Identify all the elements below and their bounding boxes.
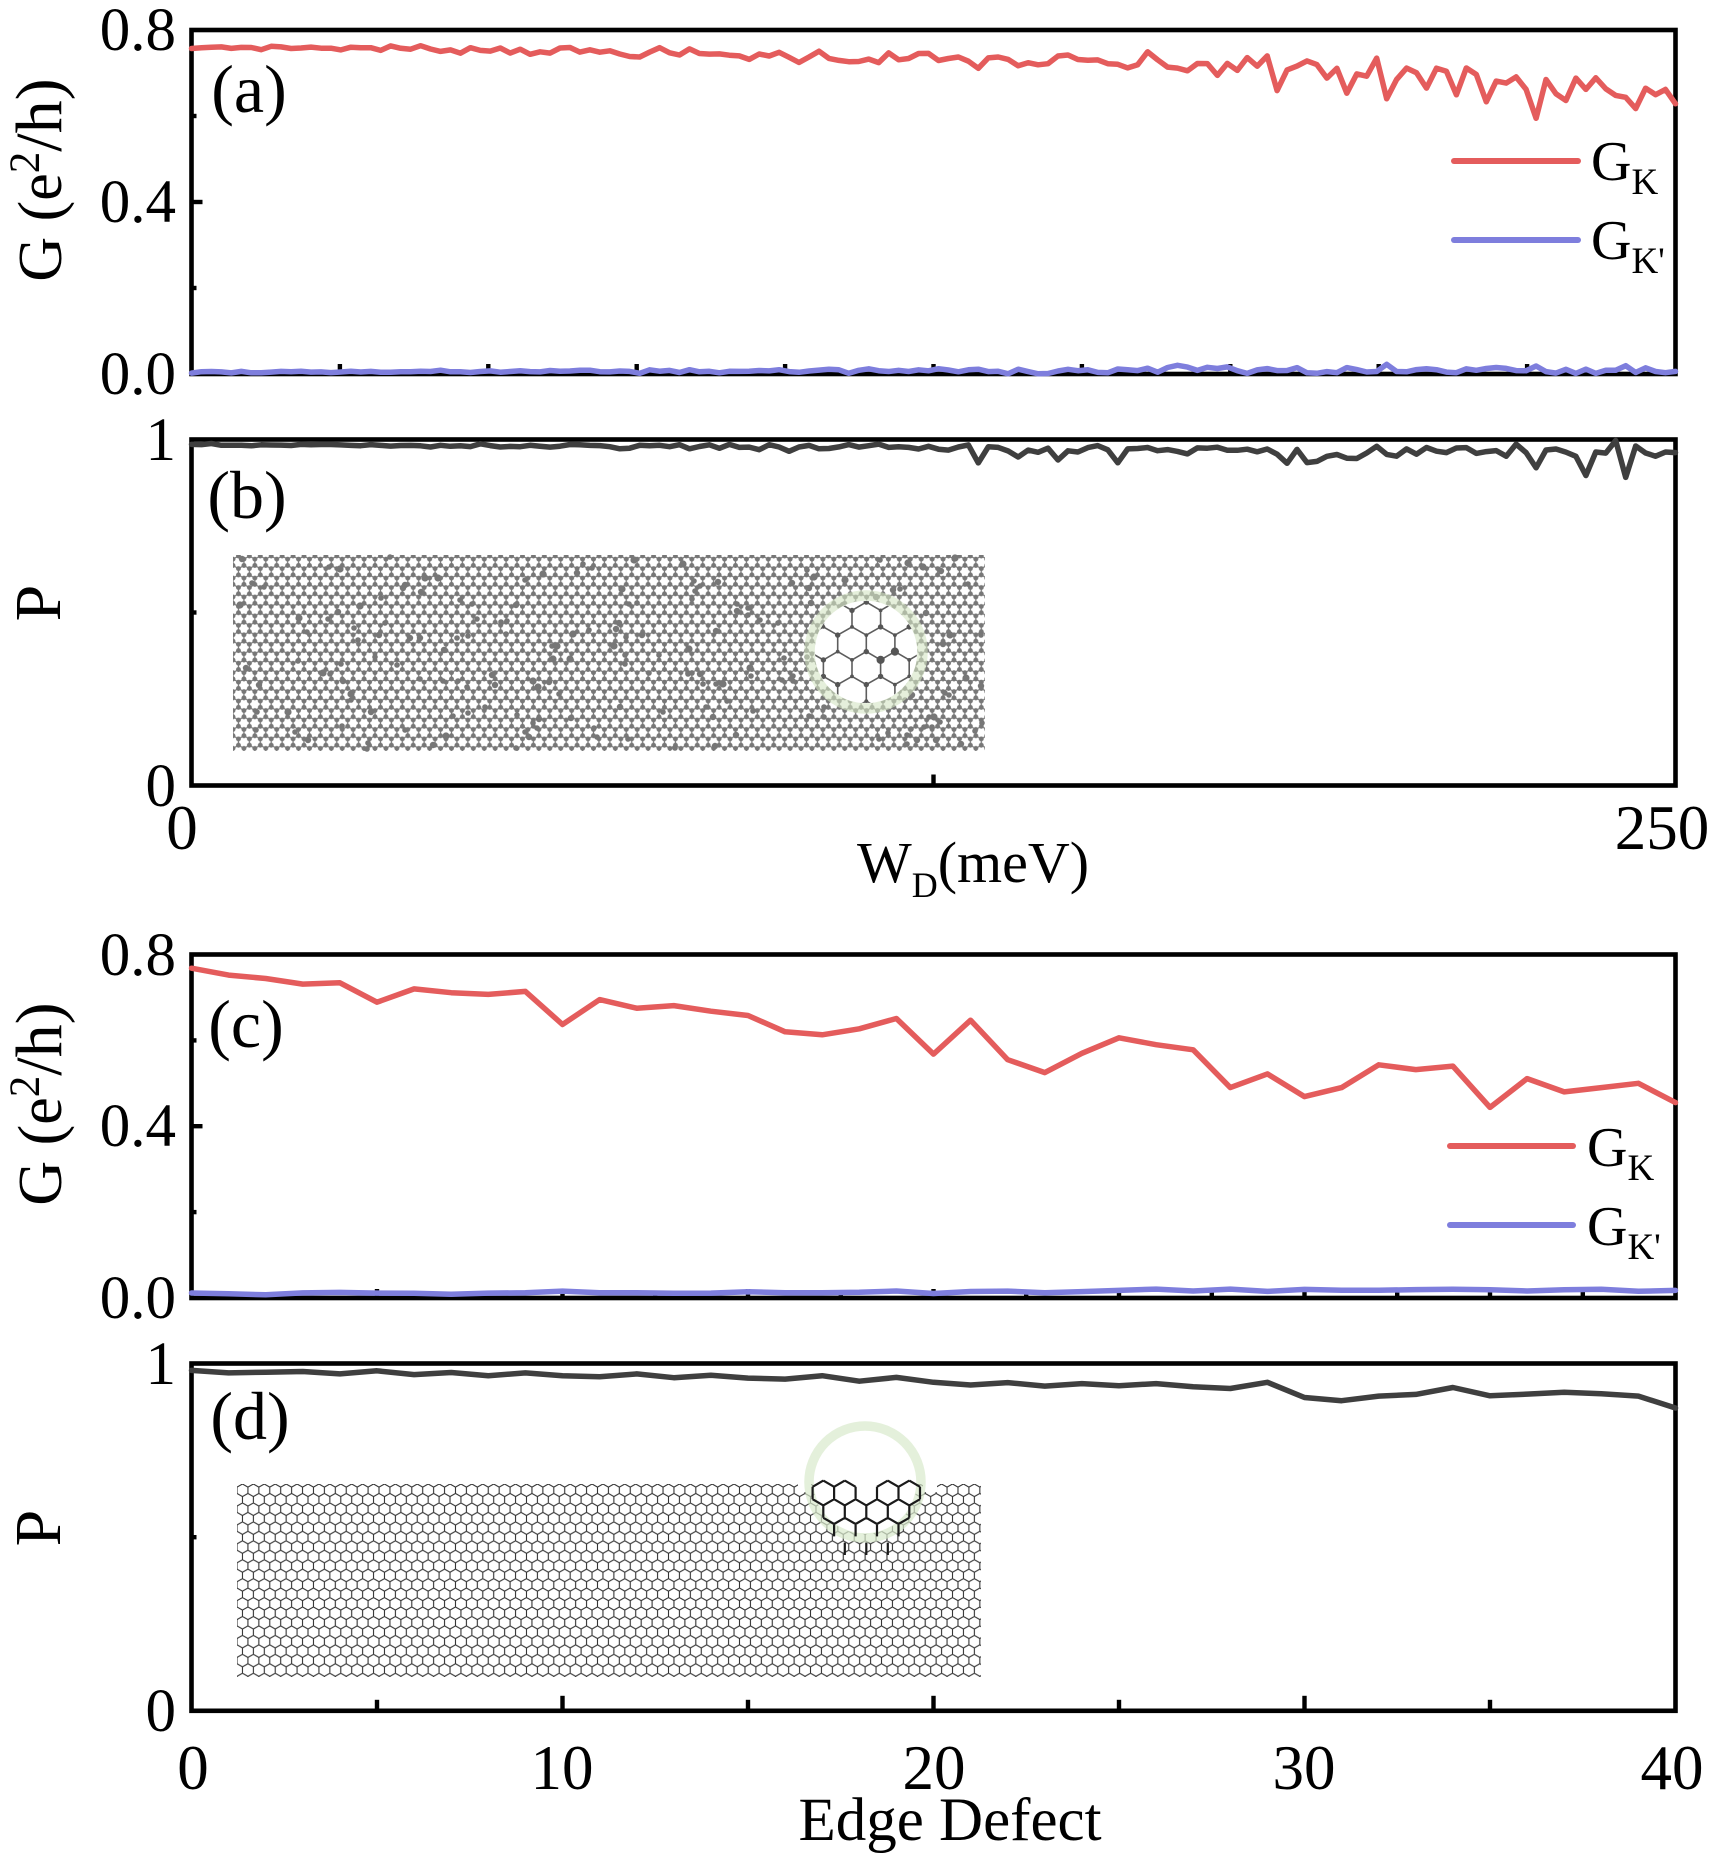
svg-text:0: 0 xyxy=(146,1678,177,1745)
svg-text:1: 1 xyxy=(146,407,177,474)
svg-text:40: 40 xyxy=(1641,1733,1704,1803)
svg-text:10: 10 xyxy=(531,1733,594,1803)
svg-text:0.0: 0.0 xyxy=(100,1265,176,1332)
svg-text:0: 0 xyxy=(146,753,177,820)
svg-text:(c): (c) xyxy=(208,986,283,1062)
svg-text:P: P xyxy=(2,1510,75,1547)
svg-text:G (e2/h): G (e2/h) xyxy=(2,1002,76,1205)
svg-text:Edge Defect: Edge Defect xyxy=(798,1787,1101,1854)
svg-text:0.4: 0.4 xyxy=(100,1093,176,1160)
svg-text:P: P xyxy=(2,585,75,622)
svg-text:G (e2/h): G (e2/h) xyxy=(2,78,76,281)
svg-text:1: 1 xyxy=(146,1331,177,1398)
svg-text:(d): (d) xyxy=(210,1378,289,1454)
svg-text:250: 250 xyxy=(1615,793,1710,863)
svg-text:(b): (b) xyxy=(207,457,286,533)
svg-text:0: 0 xyxy=(177,1733,209,1803)
svg-text:WD(meV): WD(meV) xyxy=(857,830,1089,905)
svg-text:(a): (a) xyxy=(211,51,286,127)
svg-text:30: 30 xyxy=(1273,1733,1336,1803)
svg-text:0.8: 0.8 xyxy=(100,922,176,989)
svg-text:0: 0 xyxy=(166,793,198,863)
svg-text:0.8: 0.8 xyxy=(100,0,176,64)
svg-text:20: 20 xyxy=(903,1733,966,1803)
svg-text:0.4: 0.4 xyxy=(100,169,176,236)
svg-text:0.0: 0.0 xyxy=(100,341,176,408)
